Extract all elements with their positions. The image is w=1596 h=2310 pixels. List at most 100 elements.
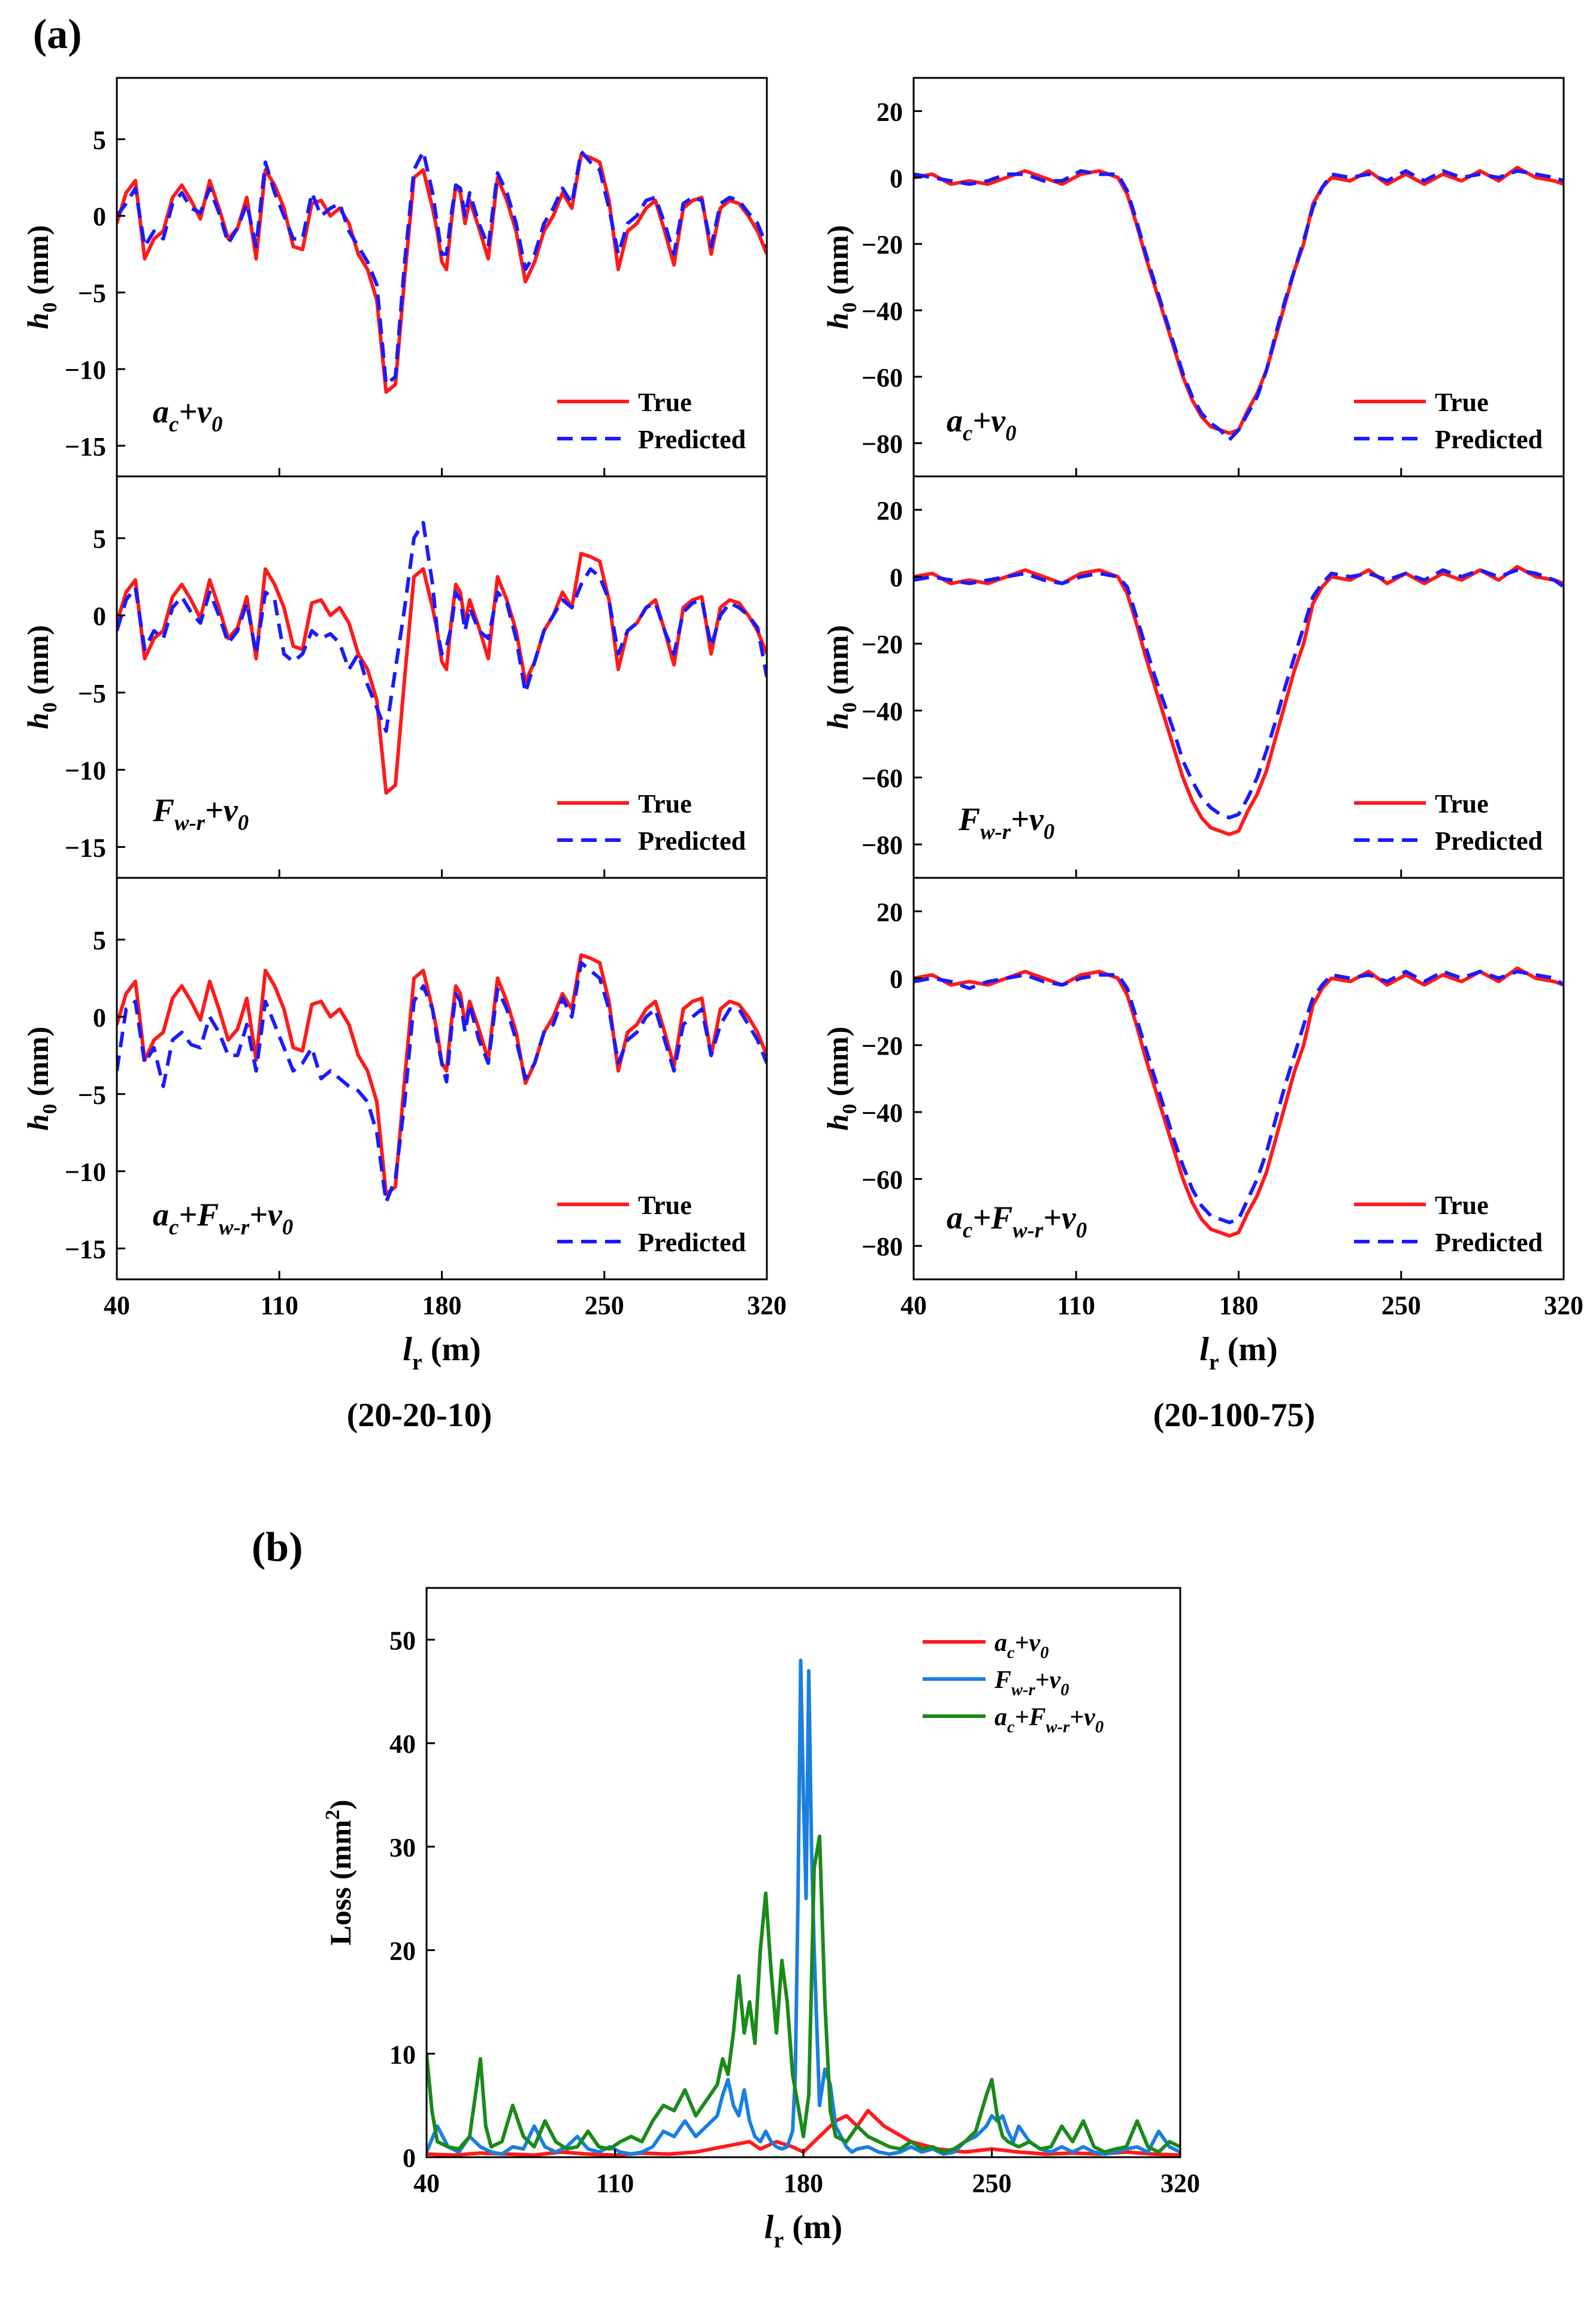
label-part: (m) (422, 1331, 481, 1368)
y-tick-label: 5 (93, 926, 106, 955)
legend-label-true: True (1435, 388, 1489, 417)
label-part: w-r (980, 819, 1011, 844)
x-axis-label: lr (m) (764, 2209, 842, 2253)
label-part: (mm) (21, 225, 55, 303)
label-part: F (990, 1200, 1012, 1236)
label-part: + (179, 1197, 197, 1233)
label-part: r (412, 1350, 422, 1375)
x-tick-label: 110 (596, 2169, 634, 2198)
label-part: c (963, 1218, 972, 1242)
y-tick-label: −5 (78, 679, 106, 708)
plot-frame (425, 1587, 1181, 2158)
series-line-predicted (914, 169, 1564, 442)
y-tick-label: 30 (389, 1833, 416, 1862)
y-tick-label: −60 (862, 1165, 903, 1195)
panel-annotation: ac+v0 (153, 394, 222, 436)
label-part: (mm) (821, 1026, 854, 1104)
label-part: ) (324, 1799, 357, 1810)
series-line-predicted (117, 961, 767, 1204)
label-part: + (179, 394, 197, 430)
legend-label-true: True (1435, 1191, 1489, 1220)
y-axis-label: h0 (mm) (21, 625, 61, 729)
y-tick-label: −40 (862, 297, 903, 326)
label-part: F (152, 792, 174, 828)
y-tick-label: −40 (862, 1098, 903, 1128)
label-part: c (1007, 1718, 1015, 1737)
label-part: 0 (211, 412, 222, 436)
y-tick-label: −10 (65, 355, 106, 385)
label-part: 2 (322, 1810, 344, 1820)
y-tick-label: 20 (876, 898, 903, 927)
legend-label-predicted: Predicted (638, 826, 746, 856)
label-part: h (21, 1114, 55, 1131)
y-tick-label: −10 (65, 1158, 106, 1187)
y-tick-label: −15 (65, 432, 106, 461)
x-tick-label: 40 (413, 2169, 440, 2198)
label-part: 0 (839, 702, 861, 712)
panel-annotation: ac+Fw-r+v0 (153, 1197, 293, 1239)
y-axis-label: h0 (mm) (821, 625, 861, 729)
legend-label-predicted: Predicted (638, 1228, 746, 1257)
y-axis-label: Loss (mm2) (322, 1799, 357, 1945)
legend-label: ac+Fw-r+v0 (995, 1704, 1104, 1737)
label-part: F (1029, 1704, 1046, 1731)
x-tick-label: 180 (422, 1291, 462, 1320)
label-part: v (1050, 1666, 1062, 1694)
y-tick-label: −20 (862, 630, 903, 659)
y-tick-label: −15 (65, 833, 106, 862)
series-line-predicted (117, 149, 767, 386)
x-tick-label: 40 (104, 1291, 130, 1320)
label-part: l (1199, 1331, 1209, 1368)
x-axis-label: lr (m) (403, 1331, 480, 1375)
label-part: l (764, 2209, 774, 2246)
y-tick-label: −5 (78, 1080, 106, 1110)
y-tick-label: 0 (93, 1003, 106, 1032)
label-part: 0 (1044, 819, 1054, 844)
label-part: 0 (1076, 1218, 1087, 1242)
x-tick-label: 320 (747, 1291, 787, 1320)
label-part: h (21, 712, 55, 729)
y-tick-label: −20 (862, 230, 903, 259)
series-line-true (117, 953, 767, 1197)
label-part: + (205, 792, 223, 828)
label-part: w-r (174, 810, 205, 835)
label-part: 0 (1040, 1644, 1048, 1662)
y-tick-label: 0 (93, 602, 106, 631)
label-part: c (169, 1215, 179, 1239)
legend-label: Fw-r+v0 (994, 1666, 1069, 1699)
label-part: v (1084, 1704, 1096, 1731)
y-tick-label: 20 (876, 496, 903, 526)
label-part: a (995, 1629, 1007, 1657)
label-part: a (947, 403, 963, 439)
label-part: F (994, 1666, 1011, 1694)
label-part: l (403, 1331, 412, 1368)
label-part: w-r (219, 1215, 250, 1239)
legend-label-true: True (638, 1191, 692, 1220)
y-tick-label: −5 (78, 279, 106, 308)
label-part: h (821, 1114, 854, 1131)
series-line-true (117, 152, 767, 394)
panel-a-label: (a) (33, 11, 82, 58)
label-part: c (169, 412, 179, 436)
series-line-fw-r+v0 (427, 1658, 1180, 2156)
label-part: v (268, 1197, 283, 1233)
series-line-ac+v0 (427, 2109, 1180, 2157)
x-tick-label: 320 (1544, 1291, 1583, 1320)
label-part: c (963, 421, 972, 445)
label-part: Loss (mm (324, 1820, 357, 1946)
right-column-caption: (20-100-75) (1153, 1397, 1316, 1434)
y-tick-label: −40 (862, 697, 903, 726)
label-part: (mm) (21, 1026, 55, 1104)
left-column-caption: (20-20-10) (347, 1397, 492, 1434)
label-part: 0 (39, 1104, 61, 1114)
y-tick-label: −80 (862, 430, 903, 459)
label-part: + (1069, 1704, 1084, 1731)
label-part: h (821, 313, 854, 330)
label-part: 0 (39, 702, 61, 712)
label-part: (m) (784, 2209, 842, 2246)
